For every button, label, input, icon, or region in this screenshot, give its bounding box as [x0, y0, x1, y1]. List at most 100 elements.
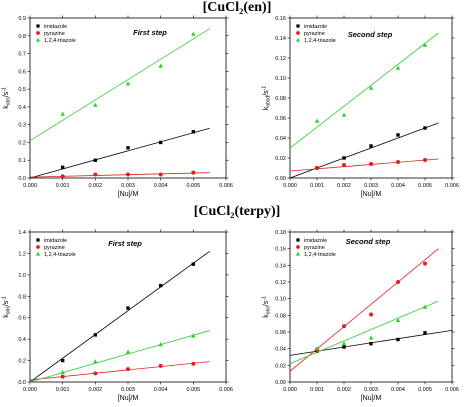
legend-label: pyrazine: [304, 31, 325, 37]
data-point: [369, 144, 373, 148]
data-point: [93, 333, 98, 337]
data-point: [191, 262, 196, 266]
data-point: [342, 156, 346, 160]
y-tick-label: 0.14: [275, 36, 286, 42]
x-tick-label: 0.004: [391, 183, 405, 189]
y-tick-label: 0.02: [275, 156, 286, 162]
data-point: [126, 367, 130, 372]
series-imidazole: [29, 250, 210, 383]
data-point: [422, 304, 428, 309]
x-tick-label: 0.003: [121, 387, 135, 393]
y-tick-label: 0.08: [275, 313, 286, 319]
y-tick-label: 0.04: [275, 136, 286, 142]
y-tick-label: 0.4: [18, 105, 26, 111]
data-point: [60, 369, 65, 375]
legend-marker: [296, 24, 300, 28]
y-tick-label: 0.10: [275, 76, 286, 82]
y-tick-label: 0.12: [275, 56, 286, 62]
series-pyrazine: [289, 248, 439, 372]
x-tick-label: 0.004: [154, 387, 168, 393]
y-tick-label: 0.14: [275, 263, 286, 269]
data-point: [341, 112, 347, 117]
y-tick-label: 0.8: [18, 294, 26, 300]
legend-label: pyrazine: [44, 245, 65, 251]
x-tick-label: 0.002: [88, 183, 102, 189]
x-axis-label: [Nu]/M: [361, 191, 382, 198]
legend-label: imidazole: [44, 238, 67, 244]
legend-label: imidazole: [304, 238, 327, 244]
y-tick-label: 1.2: [18, 251, 26, 257]
data-point: [396, 160, 400, 164]
data-point: [158, 283, 163, 288]
data-point: [125, 81, 131, 86]
y-tick-label: 1.0: [18, 273, 26, 279]
data-point: [369, 312, 373, 317]
x-tick-label: 0.003: [121, 183, 135, 189]
y-tick-label: 0.00: [275, 176, 286, 182]
data-point: [423, 261, 427, 266]
legend-marker: [36, 31, 40, 35]
data-point: [396, 133, 400, 137]
y-tick-label: 0.0: [18, 380, 26, 386]
x-tick-label: 0.004: [154, 183, 168, 189]
data-point: [423, 331, 427, 335]
legend-marker: [296, 31, 300, 35]
y-tick-label: 0.2: [18, 140, 26, 146]
data-point: [191, 130, 196, 134]
data-point: [315, 166, 319, 170]
x-tick-label: 0.006: [445, 183, 459, 189]
chart-4: 0.000 0.001 0.002 0.003 0.004 0.005 0.006 0.00 0…: [262, 229, 459, 402]
data-point: [93, 102, 98, 107]
data-point: [158, 342, 163, 347]
legend-marker: [36, 24, 40, 28]
data-point: [396, 337, 400, 342]
data-point: [60, 174, 65, 179]
data-point: [191, 31, 196, 36]
y-axis-label: kobs/s-1: [2, 87, 12, 109]
x-tick-label: 0.006: [445, 387, 459, 393]
x-axis-label: [Nu]/M: [118, 395, 139, 402]
x-axis-label: [Nu]/M: [361, 395, 382, 402]
panel-title: Second step: [346, 237, 391, 246]
x-tick-label: 0.005: [186, 387, 200, 393]
series-1-2-4-triazole: [289, 32, 439, 149]
chart-1: 0.000 0.001 0.002 0.003 0.004 0.005 0.006 0.0 0.…: [2, 15, 233, 198]
data-point: [369, 341, 373, 346]
data-point: [126, 146, 130, 150]
y-axis-label: kobs/s-1: [262, 296, 272, 318]
y-tick-label: 0.08: [275, 96, 286, 102]
y-tick-label: 0.10: [275, 297, 286, 303]
data-point: [93, 371, 98, 376]
y-tick-label: 0.00: [275, 380, 286, 386]
fit-line: [29, 250, 210, 383]
data-point: [342, 163, 346, 167]
section-title-en: [CuCl₂(en)]: [202, 0, 272, 15]
series-pyrazine: [29, 361, 210, 381]
series-pyrazine: [289, 158, 439, 172]
section-title-terpy: [CuCl₂(terpy)]: [193, 204, 281, 219]
x-tick-label: 0.001: [56, 387, 70, 393]
legend-marker: [295, 37, 301, 42]
x-tick-label: 0.000: [283, 183, 297, 189]
chart-3: 0.000 0.001 0.002 0.003 0.004 0.005 0.006 0.0 0.…: [2, 229, 233, 402]
y-tick-label: 0.04: [275, 347, 286, 353]
data-point: [395, 65, 401, 70]
series-imidazole: [29, 127, 210, 179]
data-point: [158, 172, 163, 177]
fit-line: [29, 28, 210, 142]
data-point: [423, 126, 427, 130]
y-tick-label: 0.06: [275, 116, 286, 122]
y-tick-label: 0.7: [18, 52, 26, 58]
y-tick-label: 0.1: [18, 158, 26, 164]
data-point: [342, 345, 346, 349]
y-tick-label: 0.3: [18, 123, 26, 129]
data-point: [60, 374, 65, 379]
fit-line: [29, 361, 210, 381]
fit-line: [289, 248, 439, 372]
y-tick-label: 0.12: [275, 280, 286, 286]
x-tick-label: 0.000: [23, 183, 37, 189]
y-tick-label: 0.18: [275, 230, 286, 236]
data-point: [125, 349, 131, 354]
data-point: [369, 162, 373, 166]
